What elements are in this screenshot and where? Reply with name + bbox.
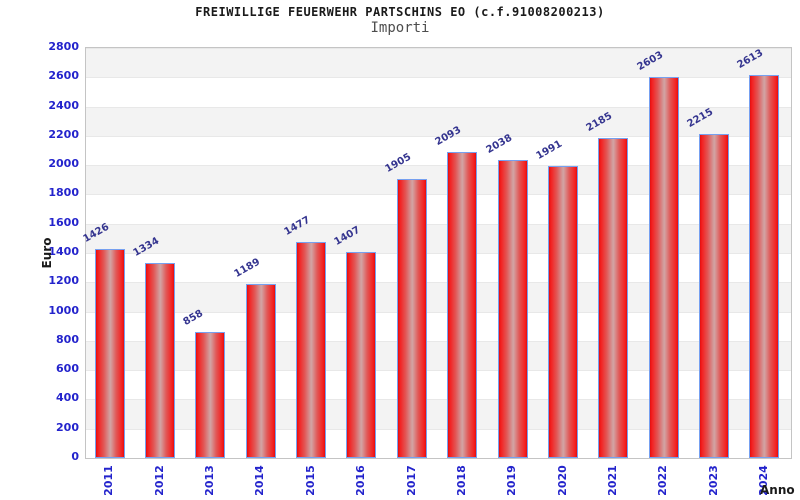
grid-band <box>86 399 791 429</box>
bar-2012 <box>145 262 176 458</box>
grid-band <box>86 340 791 371</box>
grid-band <box>86 194 791 223</box>
grid-band <box>86 48 791 78</box>
x-tick-label: 2016 <box>353 464 367 496</box>
grid-band <box>86 428 791 458</box>
y-tick-label: 1800 <box>48 186 79 200</box>
y-tick-label: 2400 <box>48 98 79 112</box>
grid-band <box>86 282 791 312</box>
y-tick-label: 200 <box>56 420 79 434</box>
bar-2021 <box>598 138 629 458</box>
bar-2017 <box>396 179 427 458</box>
bar-2013 <box>195 332 226 458</box>
y-tick-label: 400 <box>56 391 79 405</box>
bar-2011 <box>94 249 125 458</box>
x-tick-label: 2019 <box>505 464 519 496</box>
y-tick-label: 1400 <box>48 245 79 258</box>
bar-2022 <box>648 76 679 458</box>
x-tick-label: 2023 <box>706 464 720 496</box>
y-tick-label: 2000 <box>48 157 79 171</box>
bar-2024 <box>749 75 780 458</box>
y-tick-label: 600 <box>56 362 79 376</box>
y-tick-label: 800 <box>56 332 79 346</box>
chart-title: FREIWILLIGE FEUERWEHR PARTSCHINS EO (c.f… <box>195 5 605 19</box>
bar-2020 <box>547 166 578 458</box>
y-tick-label: 2600 <box>48 69 79 83</box>
grid-band <box>86 311 791 341</box>
x-tick-label: 2015 <box>303 464 317 496</box>
bar-2019 <box>497 159 528 458</box>
y-tick-label: 0 <box>71 450 79 463</box>
y-tick-label: 1200 <box>48 274 79 288</box>
y-tick-label: 2200 <box>48 127 79 141</box>
x-tick-label: 2017 <box>404 464 418 496</box>
grid-band <box>86 253 791 282</box>
bar-2016 <box>346 251 377 458</box>
x-tick-label: 2012 <box>152 464 166 496</box>
x-tick-label: 2022 <box>656 464 670 496</box>
bar-2014 <box>245 283 276 458</box>
y-tick-label: 1000 <box>48 303 79 317</box>
chart-subtitle: Importi <box>370 20 430 36</box>
bar-2015 <box>296 241 327 458</box>
x-tick-label: 2018 <box>454 464 468 496</box>
grid-band <box>86 223 791 253</box>
x-tick-label: 2021 <box>605 464 619 496</box>
grid-band <box>86 370 791 399</box>
grid-band <box>86 77 791 106</box>
x-axis-title: Anno <box>760 483 795 497</box>
grid-band <box>86 165 791 195</box>
x-tick-label: 2014 <box>253 464 267 496</box>
y-axis-title: Euro <box>40 237 54 269</box>
x-tick-label: 2011 <box>102 464 116 496</box>
x-tick-label: 2013 <box>202 464 216 496</box>
x-tick-label: 2020 <box>555 464 569 496</box>
y-tick-label: 1600 <box>48 215 79 229</box>
grid-band <box>86 135 791 165</box>
plot-area: 1426 1334 858 1189 1477 1407 1905 2093 2038 1991 2… <box>81 47 792 459</box>
y-tick-label: 2800 <box>48 40 79 53</box>
bar-2018 <box>447 151 478 458</box>
bar-2023 <box>698 133 729 458</box>
